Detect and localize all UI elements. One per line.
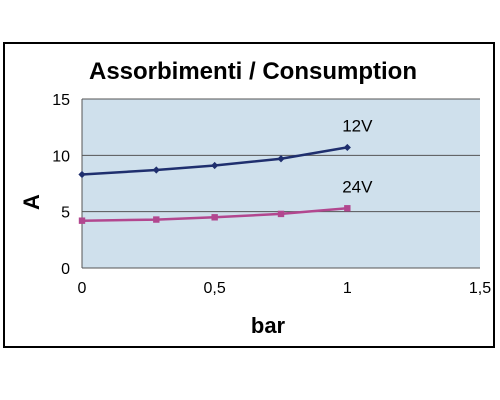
y-tick-label: 15 — [52, 92, 70, 109]
data-point — [277, 155, 285, 163]
chart-frame: 0 5 10 15 0 0,5 1 1,5 12V 24V Assorbimenti / Con… — [3, 42, 495, 348]
chart-title: Assorbimenti / Consumption — [89, 58, 417, 85]
y-axis-title: A — [19, 194, 44, 210]
data-point — [152, 166, 160, 174]
data-point — [277, 210, 285, 218]
y-tick-label: 0 — [61, 261, 70, 278]
data-point — [78, 170, 86, 179]
data-point — [344, 205, 351, 212]
data-point — [78, 217, 86, 224]
data-point — [211, 161, 219, 170]
data-point — [211, 214, 218, 221]
x-tick-label: 1,5 — [469, 280, 491, 297]
x-tick-label: 0 — [78, 280, 87, 297]
data-point — [153, 216, 160, 223]
x-axis-title: bar — [251, 313, 286, 338]
plot-area — [82, 99, 480, 268]
x-tick-label: 0,5 — [204, 280, 226, 297]
data-point — [343, 143, 351, 152]
y-tick-label: 10 — [52, 148, 70, 165]
series-label-12V: 12V — [342, 116, 373, 135]
chart: 0 5 10 15 0 0,5 1 1,5 12V 24V Assorbimenti / Con… — [19, 58, 491, 338]
x-tick-label: 1 — [343, 280, 352, 297]
y-tick-label: 5 — [61, 205, 70, 222]
series-label-24V: 24V — [342, 177, 373, 196]
